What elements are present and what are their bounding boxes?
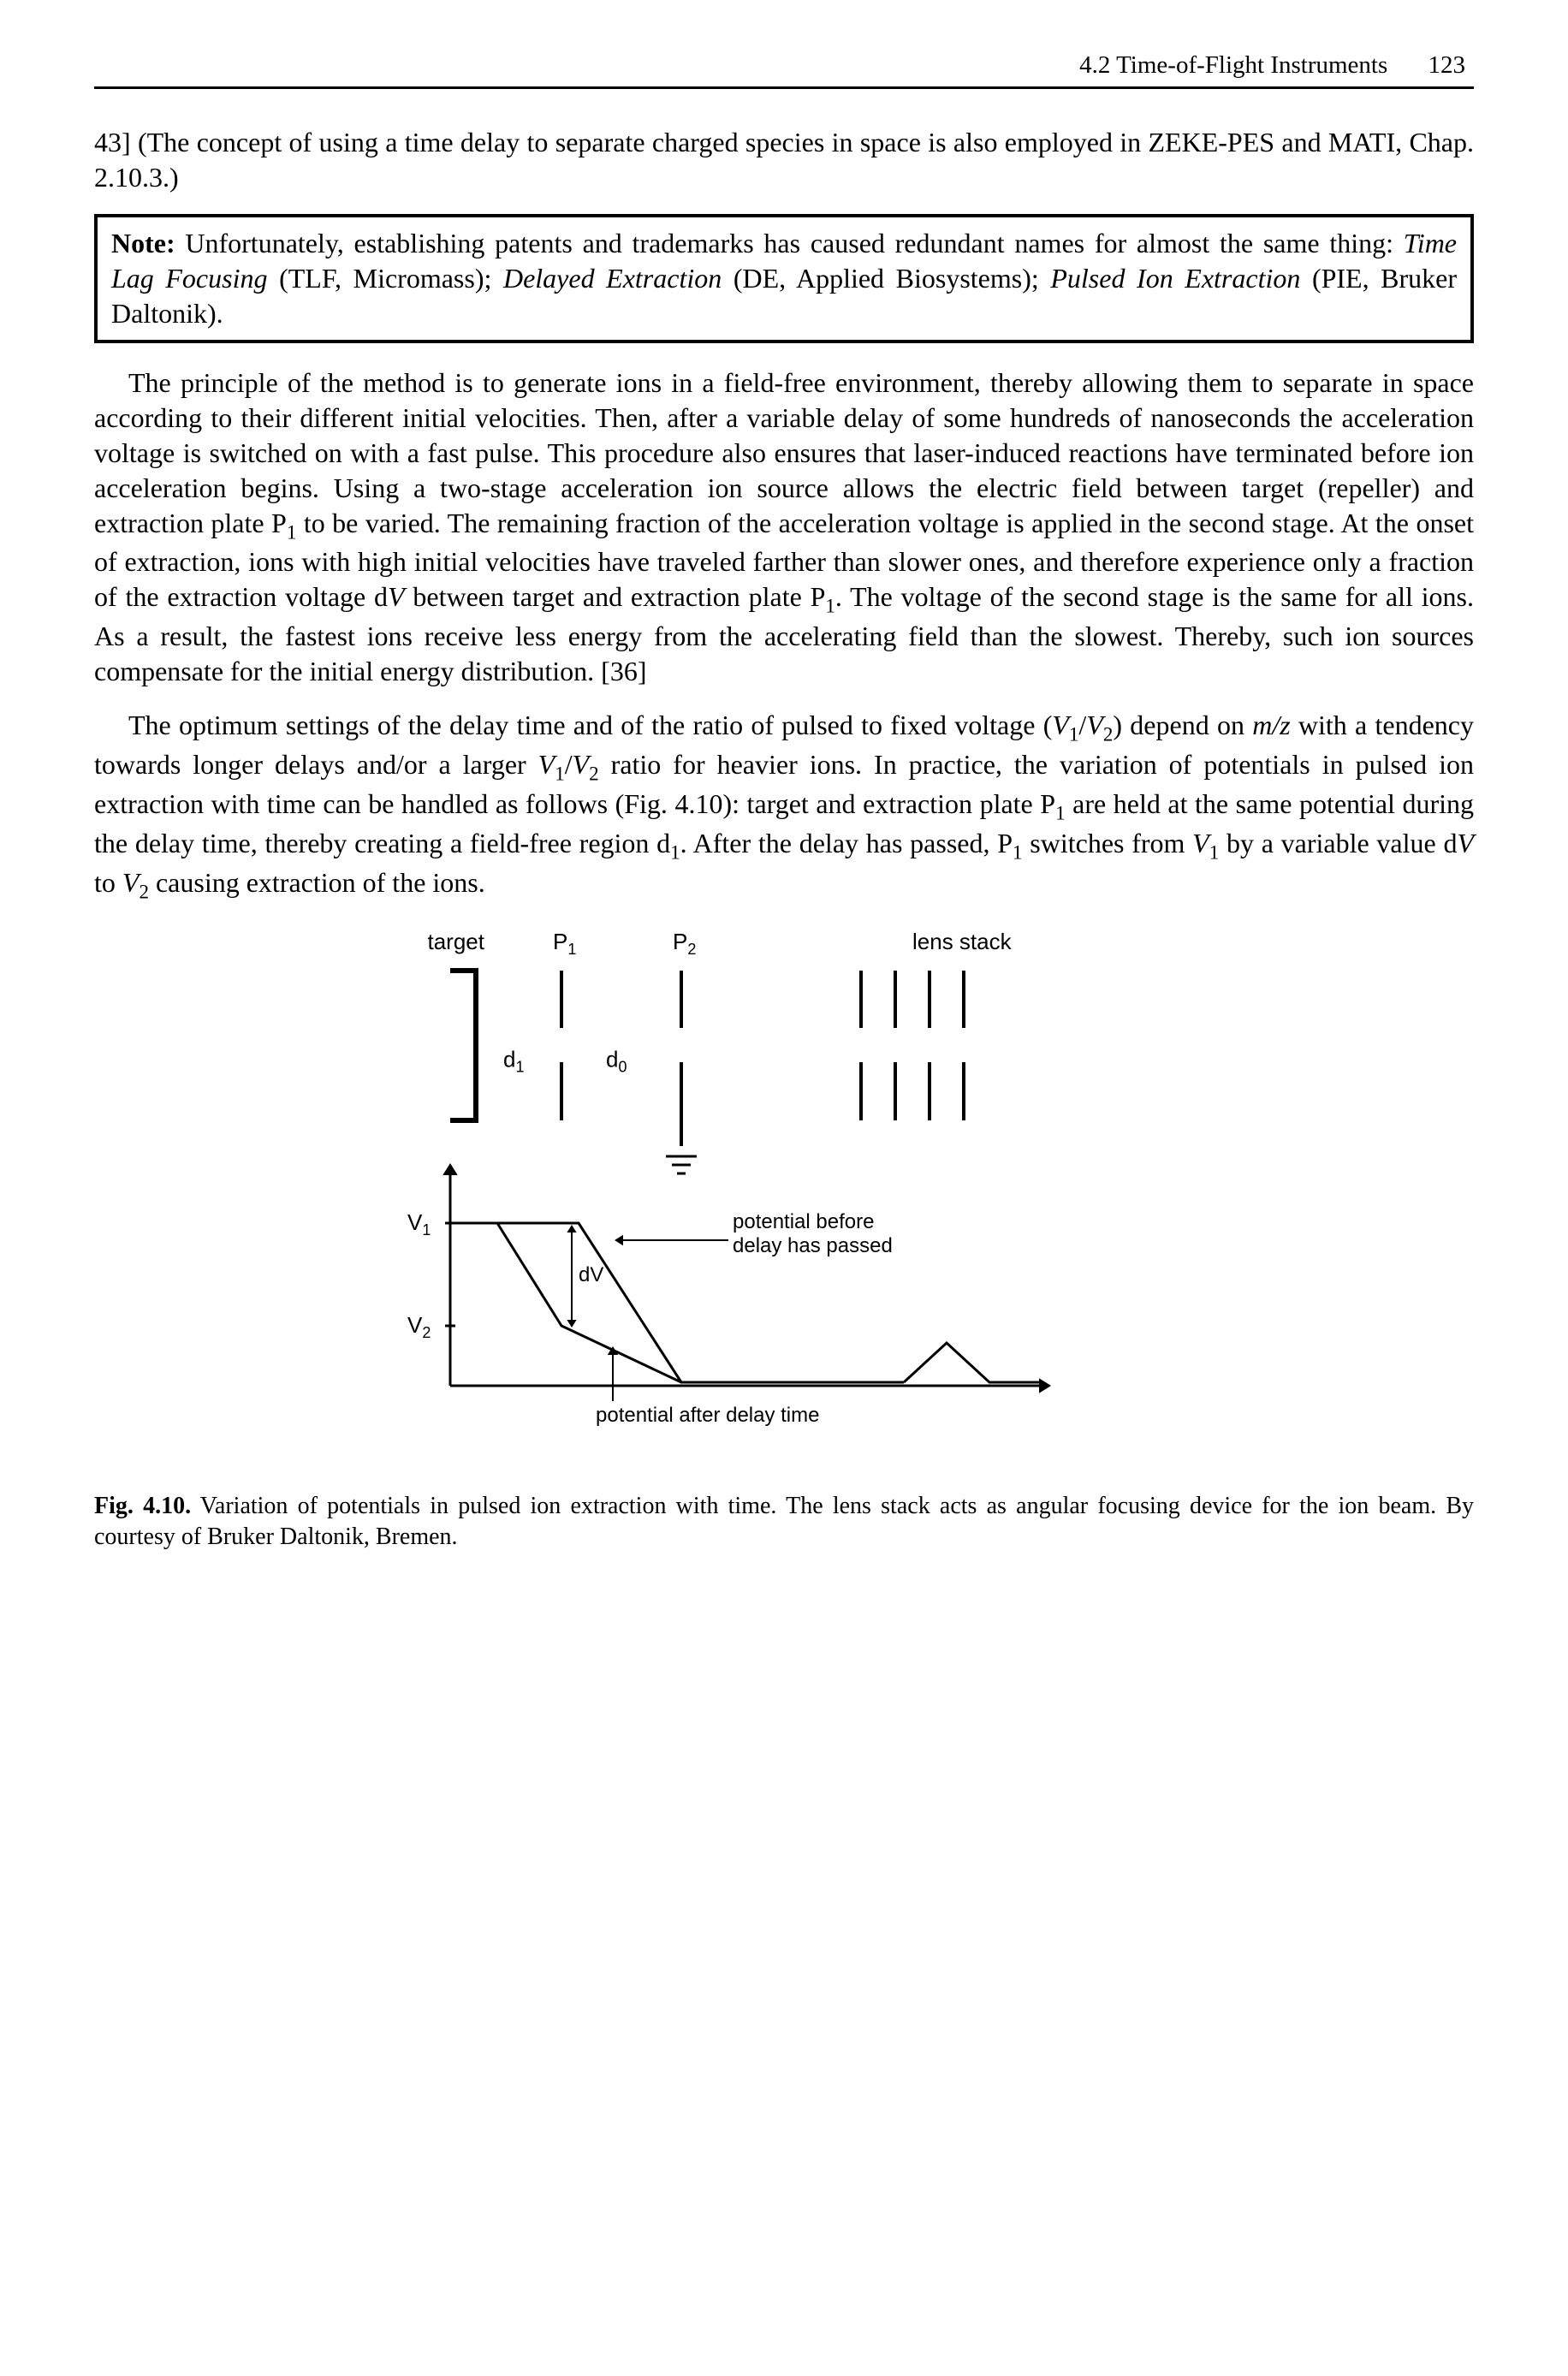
- p3-s5: 1: [1055, 801, 1066, 823]
- note-term-3: Pulsed Ion Extraction: [1050, 263, 1300, 294]
- paragraph-3: The optimum settings of the delay time a…: [94, 708, 1474, 904]
- paragraph-2: The principle of the method is to genera…: [94, 365, 1474, 689]
- svg-text:lens stack: lens stack: [912, 929, 1013, 954]
- p3-a: The optimum settings of the delay time a…: [128, 710, 1052, 740]
- header-rule: [94, 86, 1474, 89]
- p3-i: to: [94, 867, 122, 898]
- p3-iv6: V: [1457, 828, 1474, 858]
- svg-text:P1: P1: [553, 929, 576, 958]
- paragraph-1: 43] (The concept of using a time delay t…: [94, 125, 1474, 195]
- p2-s1: 1: [287, 520, 297, 543]
- p3-iv5: V: [1192, 828, 1209, 858]
- p3-s4: 2: [589, 763, 599, 785]
- svg-text:V1: V1: [407, 1209, 431, 1238]
- p3-slash2: /: [565, 749, 573, 780]
- note-term-2: Delayed Extraction: [503, 263, 722, 294]
- svg-text:d1: d1: [503, 1046, 524, 1075]
- p3-s9: 2: [139, 880, 149, 902]
- svg-text:d0: d0: [606, 1046, 627, 1075]
- para1-text: 43] (The concept of using a time delay t…: [94, 127, 1474, 193]
- svg-text:V2: V2: [407, 1312, 431, 1341]
- svg-text:delay has passed: delay has passed: [733, 1234, 893, 1257]
- p3-s6: 1: [670, 841, 680, 863]
- p3-h: by a variable value d: [1219, 828, 1457, 858]
- figure-4-10: target P1 P2 lens stack d1 d0 V1 V2 dV potential …: [94, 924, 1474, 1476]
- p3-slash1: /: [1078, 710, 1086, 740]
- p3-imz: m/z: [1252, 710, 1290, 740]
- svg-text:P2: P2: [673, 929, 696, 958]
- p2-s2: 1: [825, 595, 835, 617]
- p3-s7: 1: [1013, 841, 1023, 863]
- p3-f: . After the delay has passed, P: [680, 828, 1013, 858]
- p3-iv7: V: [122, 867, 140, 898]
- svg-text:potential before: potential before: [733, 1210, 874, 1233]
- p2-c: between target and extraction plate P: [405, 581, 826, 612]
- p3-s1: 1: [1069, 723, 1079, 745]
- note-text-a: Unfortunately, establishing patents and …: [175, 228, 1404, 258]
- note-text-b: (TLF, Micromass);: [267, 263, 502, 294]
- p3-s2: 2: [1103, 723, 1114, 745]
- caption-text: Variation of potentials in pulsed ion ex…: [94, 1493, 1474, 1550]
- svg-text:dV: dV: [579, 1263, 603, 1286]
- p3-g: switches from: [1023, 828, 1193, 858]
- p3-b: ) depend on: [1113, 710, 1252, 740]
- p3-iv4: V: [573, 749, 590, 780]
- running-header: 4.2 Time-of-Flight Instruments 123: [94, 51, 1474, 80]
- header-section-title: 4.2 Time-of-Flight Instruments: [1079, 51, 1387, 79]
- p3-iv2: V: [1086, 710, 1103, 740]
- header-page-number: 123: [1428, 51, 1466, 79]
- figure-caption: Fig. 4.10. Variation of potentials in pu…: [94, 1491, 1474, 1553]
- svg-text:target: target: [428, 929, 485, 954]
- p3-s3: 1: [555, 763, 565, 785]
- caption-lead: Fig. 4.10.: [94, 1493, 191, 1519]
- note-text-c: (DE, Applied Biosystems);: [722, 263, 1050, 294]
- p2-iv1: V: [388, 581, 405, 612]
- figure-diagram-svg: target P1 P2 lens stack d1 d0 V1 V2 dV potential …: [365, 924, 1203, 1471]
- svg-text:potential after delay time: potential after delay time: [596, 1404, 819, 1427]
- p3-iv1: V: [1052, 710, 1069, 740]
- note-box: Note: Unfortunately, establishing patent…: [94, 214, 1474, 343]
- p3-s8: 1: [1209, 841, 1220, 863]
- p3-j: causing extraction of the ions.: [149, 867, 485, 898]
- note-label: Note:: [111, 228, 175, 258]
- p3-iv3: V: [538, 749, 555, 780]
